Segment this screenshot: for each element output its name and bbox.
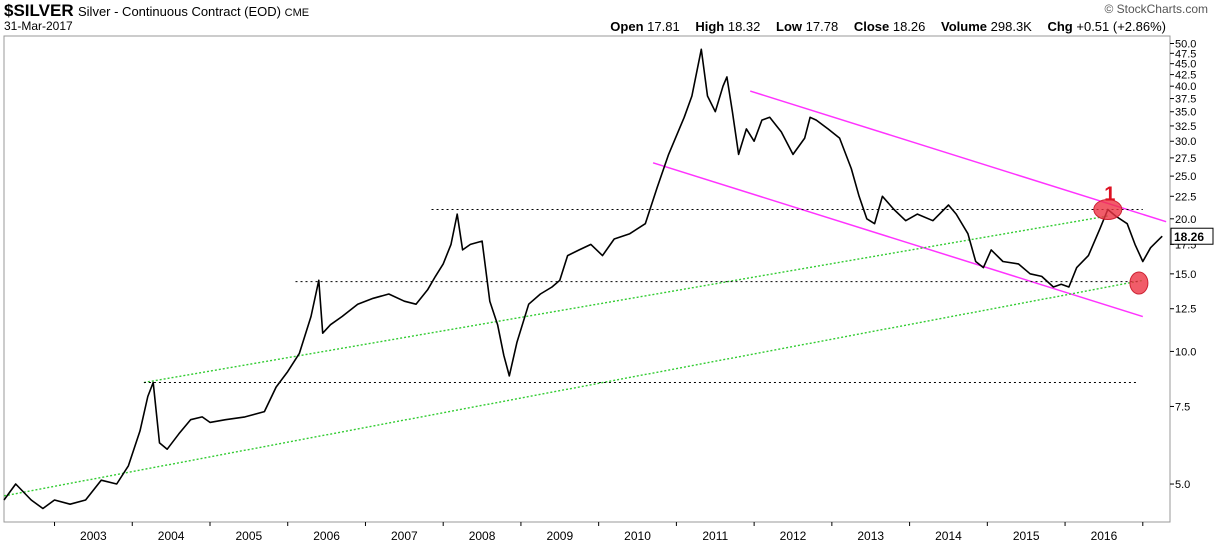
y-tick-label: 25.0 [1175,171,1196,183]
x-tick-label: 2005 [236,529,263,543]
x-tick-label: 2009 [546,529,573,543]
x-tick-label: 2016 [1091,529,1118,543]
brand: © StockCharts.com [1104,2,1208,16]
y-tick-label: 37.5 [1175,94,1196,106]
x-tick-label: 2008 [469,529,496,543]
x-tick-label: 2015 [1013,529,1040,543]
y-tick-label: 10.0 [1175,346,1196,358]
open-value: 17.81 [647,19,680,34]
lower-channel-line [652,162,1144,318]
high-value: 18.32 [727,19,761,34]
plot-frame [3,35,1171,523]
y-tick-label: 40.0 [1175,81,1196,93]
volume-label: Volume [941,19,988,34]
y-tick-label: 45.0 [1175,59,1196,71]
description-text: Silver - Continuous Contract (EOD) [78,4,282,19]
annotations: 1 [1093,183,1149,295]
open-label: Open [610,19,644,34]
x-tick-label: 2012 [780,529,807,543]
close-value: 18.26 [892,19,926,34]
upper-channel-line [750,90,1167,223]
y-tick-label: 42.5 [1175,70,1196,82]
low-value: 17.78 [805,19,839,34]
price-series [3,48,1163,510]
x-tick-label: 2011 [702,529,728,543]
last-value-box [1170,227,1214,245]
x-axis: 2003 2004 2005 2006 2007 2008 2009 2010 2011 2012… [54,522,1144,543]
description: Silver - Continuous Contract (EOD) CME [78,4,309,19]
x-tick-label: 2007 [391,529,418,543]
last-value-label: 18.26 [1174,230,1204,244]
low-label: Low [776,19,803,34]
y-tick-label: 7.5 [1175,401,1190,413]
y-tick-label: 30.0 [1175,136,1196,148]
annotation-circle [1129,271,1149,295]
high-label: High [695,19,725,34]
ohlc-readout: Open 17.81 High 18.32 Low 17.78 Close 18… [610,19,1178,34]
y-tick-label: 22.5 [1175,191,1196,203]
date: 31-Mar-2017 [4,19,73,33]
chart-header: $SILVER Silver - Continuous Contract (EO… [0,0,1214,36]
annotation-label: 1 [1104,183,1115,205]
y-tick-label: 27.5 [1175,153,1196,165]
symbol: $SILVER [4,1,74,20]
y-tick-label: 5.0 [1175,479,1190,491]
overlay-lines [3,90,1167,497]
y-tick-label: 47.5 [1175,48,1196,60]
close-label: Close [853,19,890,34]
chg-label: Chg [1047,19,1073,34]
y-tick-label: 20.0 [1175,214,1196,226]
y-tick-label: 12.5 [1175,304,1196,316]
y-tick-label: 15.0 [1175,269,1196,281]
x-tick-label: 2003 [80,529,107,543]
exchange: CME [284,7,310,19]
price-line [3,48,1163,510]
x-tick-label: 2013 [857,529,884,543]
volume-value: 298.3K [990,19,1032,34]
x-tick-label: 2006 [313,529,340,543]
lower-rising-trendline [3,279,1143,497]
annotation-circle [1093,198,1123,220]
upper-rising-trendline [143,215,1108,384]
y-tick-label: 50.0 [1175,39,1196,51]
x-tick-label: 2014 [935,529,962,543]
y-tick-label: 35.0 [1175,107,1196,119]
y-tick-label: 32.5 [1175,121,1196,133]
chg-value: +0.51 (+2.86%) [1076,19,1166,34]
x-tick-label: 2004 [158,529,185,543]
y-axis: 5.07.510.012.515.017.520.022.525.027.530… [1170,39,1214,491]
x-tick-label: 2010 [624,529,651,543]
